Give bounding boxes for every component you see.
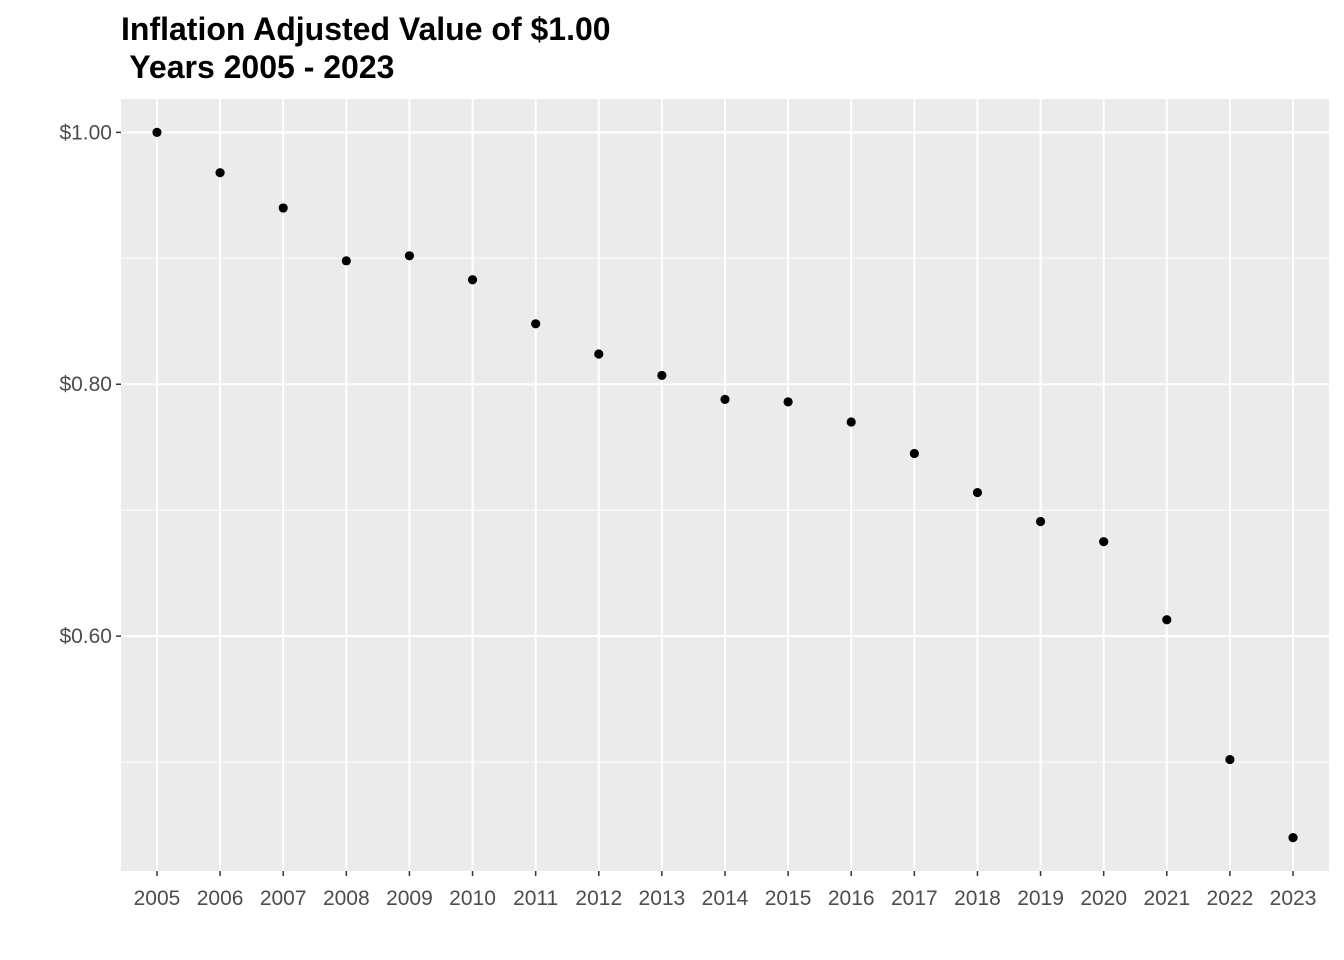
x-tick-label: 2023 [1270, 887, 1317, 910]
x-tick-label: 2022 [1207, 887, 1254, 910]
data-point [1225, 754, 1235, 765]
data-point [341, 256, 351, 266]
data-point [278, 203, 288, 213]
data-point [404, 251, 415, 261]
x-tick-label: 2007 [260, 887, 307, 910]
x-tick-label: 2009 [386, 887, 433, 910]
x-tick-label: 2018 [954, 887, 1001, 910]
data-point [1099, 537, 1109, 547]
x-tick-label: 2014 [702, 887, 749, 910]
data-point [909, 448, 919, 459]
data-point [152, 127, 162, 137]
x-tick-label: 2012 [575, 887, 622, 910]
x-tick-label: 2008 [323, 887, 370, 910]
x-tick-label: 2013 [639, 887, 686, 910]
x-tick-label: 2020 [1080, 887, 1127, 910]
y-tick-label: $1.00 [59, 121, 112, 144]
data-point [846, 417, 856, 427]
data-point [1288, 833, 1298, 843]
data-point [531, 319, 541, 329]
x-axis: 2005 2006 2007 2008 2009 2010 2011 2012 2013 2014… [134, 871, 1317, 910]
data-point [972, 487, 983, 498]
chart-subtitle: Years 2005 - 2023 [121, 49, 395, 85]
x-tick-label: 2005 [134, 887, 181, 910]
data-point [783, 397, 793, 407]
x-tick-label: 2015 [765, 887, 812, 910]
data-point [594, 349, 604, 359]
data-point [1035, 516, 1046, 527]
data-point [657, 370, 667, 381]
data-point [467, 275, 478, 285]
major-gridlines [121, 99, 1329, 871]
x-tick-label: 2021 [1143, 887, 1190, 910]
chart-title: Inflation Adjusted Value of $1.00 [121, 11, 611, 47]
chart-title-block: Inflation Adjusted Value of $1.00 Years … [121, 10, 611, 86]
data-points [152, 127, 1298, 843]
data-point [1162, 615, 1172, 625]
x-tick-label: 2011 [513, 887, 558, 910]
y-tick-label: $0.80 [59, 373, 112, 396]
x-tick-label: 2010 [449, 887, 496, 910]
data-point [720, 394, 730, 404]
y-axis: $0.60 $0.80 $1.00 [59, 121, 121, 648]
x-tick-label: 2016 [828, 887, 875, 910]
x-tick-label: 2017 [891, 887, 938, 910]
x-tick-label: 2019 [1017, 887, 1064, 910]
x-tick-label: 2006 [197, 887, 244, 910]
data-point [215, 168, 225, 178]
y-tick-label: $0.60 [59, 625, 112, 648]
